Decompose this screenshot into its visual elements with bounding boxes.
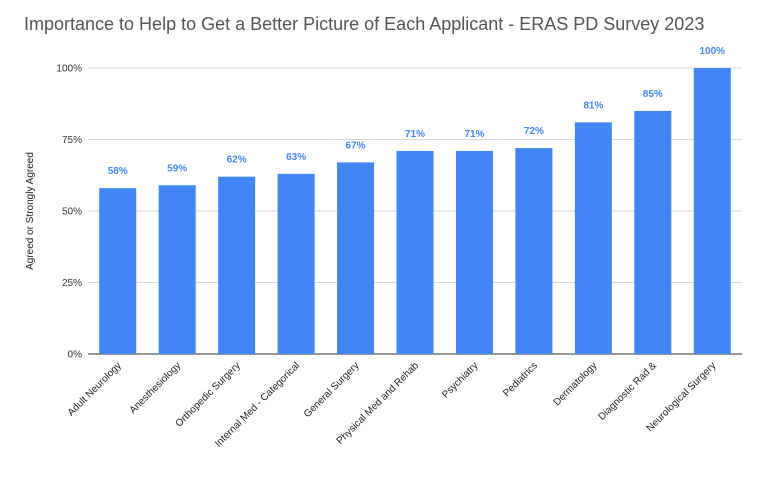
data-label-layer: 58% 59% 62% 63% 67% 71% 71% 72% 81% 85% 100% — [108, 46, 725, 177]
data-label: 71% — [405, 129, 425, 140]
category-label: General Surgery — [302, 360, 362, 420]
data-label: 59% — [167, 163, 187, 174]
bar — [574, 122, 612, 354]
bar — [158, 185, 196, 354]
category-label: Dermatology — [552, 360, 600, 408]
category-label: Anesthesiology — [128, 360, 184, 416]
bar — [277, 173, 315, 354]
category-label: Diagnostic Rad & — [597, 360, 660, 423]
bar-layer — [99, 68, 731, 355]
y-tick-label: 0% — [68, 350, 83, 361]
data-label: 100% — [699, 46, 725, 57]
data-label: 71% — [464, 129, 484, 140]
data-label: 81% — [583, 100, 603, 111]
bar — [396, 150, 434, 354]
category-label: Adult Neurology — [66, 360, 124, 418]
category-label: Orthopedic Surgery — [174, 360, 243, 429]
category-label: Pediatrics — [501, 360, 540, 399]
data-label: 58% — [108, 166, 128, 177]
bar — [515, 148, 553, 354]
y-tick-layer: 0% 25% 50% 75% 100% — [56, 64, 82, 361]
y-tick-label: 75% — [62, 135, 82, 146]
data-label: 67% — [346, 140, 366, 151]
bar — [634, 110, 672, 355]
y-tick-label: 25% — [62, 278, 82, 289]
bar — [337, 162, 375, 354]
category-label-layer: Adult Neurology AnesthesiologyOrthopedic … — [66, 360, 719, 449]
data-label: 72% — [524, 126, 544, 137]
bar — [99, 188, 137, 354]
chart-title: Importance to Help to Get a Better Pictu… — [24, 14, 705, 34]
bar — [455, 150, 493, 354]
y-axis-title: Agreed or Strongly Agreed — [25, 152, 36, 270]
data-label: 85% — [643, 89, 663, 100]
category-label: Psychiatry — [440, 360, 480, 400]
category-label: Neurological Surgery — [645, 360, 719, 434]
y-tick-label: 100% — [56, 64, 82, 75]
bar — [218, 176, 256, 354]
data-label: 62% — [227, 155, 247, 166]
data-label: 63% — [286, 152, 306, 163]
bar — [693, 68, 731, 354]
y-tick-label: 50% — [62, 207, 82, 218]
